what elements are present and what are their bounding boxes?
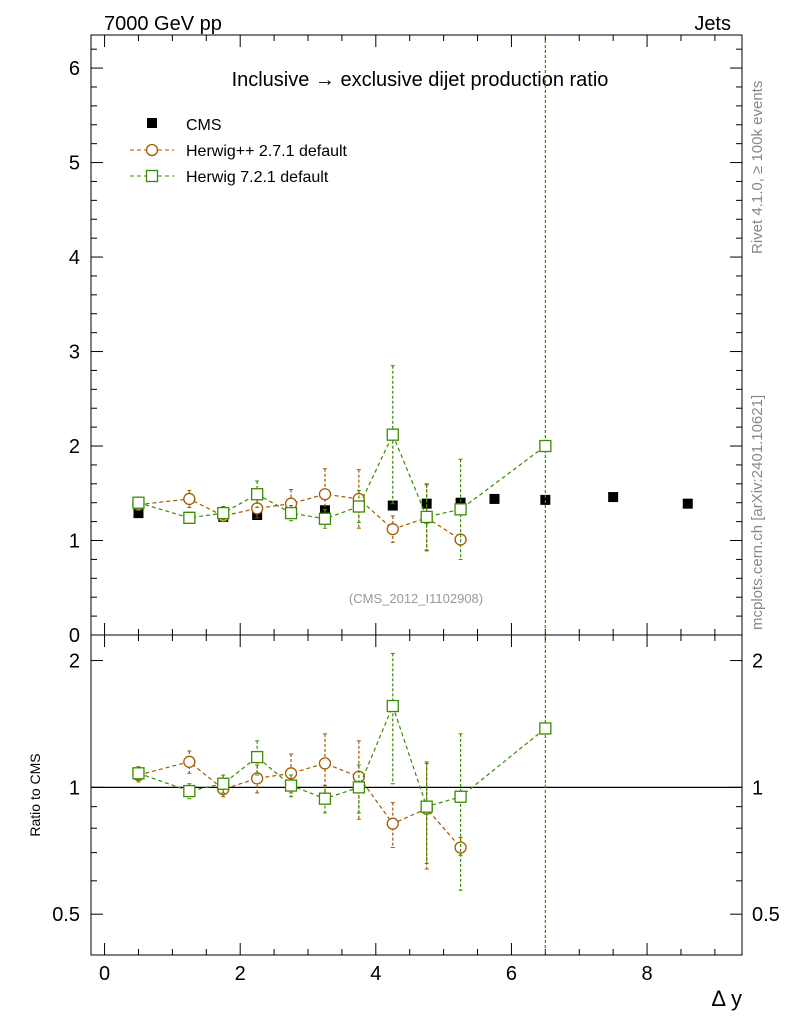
- herwig7-ratio-line: [138, 704, 546, 808]
- x-tick-label: 6: [506, 963, 517, 985]
- herwigpp-ratio-point: [454, 841, 467, 854]
- ratio-frame: [90, 634, 743, 956]
- herwig7-main-point: [250, 488, 264, 501]
- x-tick-label: 2: [235, 963, 246, 985]
- herwig7-ratio-point: [539, 722, 552, 735]
- herwig7-ratio-point: [183, 784, 196, 798]
- herwig7-main-point: [386, 428, 399, 441]
- herwig7-main-line: [138, 433, 546, 520]
- herwig7-main-point: [454, 503, 467, 516]
- main-y-tick-label: 1: [69, 531, 80, 553]
- cms-main-point: [489, 493, 500, 504]
- x-axis-label: Δ y: [711, 986, 742, 1011]
- main-y-axis: 0 1 2 3 4 5 6: [69, 48, 742, 647]
- herwig7-main-point: [132, 496, 145, 509]
- ratio-y-axis: 0.5 0.5 1 1 2 2: [52, 651, 780, 956]
- herwigpp-ratio-point: [284, 767, 298, 780]
- herwig7-ratio-point: [250, 750, 264, 764]
- herwig7-main-point: [217, 506, 230, 520]
- herwigpp-ratio-point: [386, 817, 399, 830]
- main-y-tick-label: 5: [69, 153, 80, 175]
- main-y-tick-label: 0: [69, 625, 80, 647]
- legend-herwig7-marker: [145, 169, 159, 183]
- main-title: Inclusive → exclusive dijet production r…: [232, 69, 609, 91]
- header-left: 7000 GeV pp: [104, 13, 222, 35]
- legend-herwig7-label: Herwig 7.2.1 default: [186, 169, 329, 186]
- herwig7-ratio-point: [284, 779, 298, 792]
- ratio-y-tick-label-left: 1: [69, 777, 80, 799]
- herwig7-ratio-point: [386, 699, 399, 713]
- herwigpp-ratio-line: [138, 761, 462, 848]
- main-y-tick-label: 4: [69, 247, 80, 269]
- analysis-watermark: (CMS_2012_I1102908): [349, 591, 483, 606]
- ratio-y-tick-label-right: 0.5: [752, 904, 780, 926]
- ratio-y-tick-label-right: 1: [752, 777, 763, 799]
- main-data: [132, 35, 693, 635]
- herwig7-main-point: [284, 506, 298, 520]
- legend-herwigpp-marker: [145, 143, 159, 157]
- cms-main-point: [387, 500, 398, 511]
- herwig7-main-point: [183, 511, 196, 524]
- ratio-x-axis: 0 2 4 6 8: [99, 635, 716, 985]
- herwigpp-main-point: [318, 488, 332, 501]
- cms-main-point: [682, 498, 693, 509]
- herwig7-main-point: [318, 512, 332, 525]
- legend: CMS Herwig++ 2.7.1 default Herwig 7.2.1 …: [130, 117, 348, 186]
- main-x-ticks: [104, 35, 716, 635]
- ratio-panel: 0.5 0.5 1 1 2 2 0 2 4 6 8 Ratio to CMS Δ y: [27, 634, 780, 1011]
- x-tick-label: 0: [99, 963, 110, 985]
- x-tick-label: 8: [642, 963, 653, 985]
- herwig7-ratio-point: [352, 781, 366, 794]
- cms-main-point: [540, 494, 551, 505]
- header-right: Jets: [694, 13, 731, 35]
- main-y-tick-label: 6: [69, 58, 80, 80]
- herwigpp-ratio-point: [318, 757, 332, 770]
- ratio-ylabel: Ratio to CMS: [27, 753, 43, 836]
- main-y-tick-label: 2: [69, 436, 80, 458]
- herwig7-ratio-point: [420, 800, 433, 813]
- herwig7-main-point: [352, 500, 366, 513]
- ratio-y-tick-label-left: 0.5: [52, 904, 80, 926]
- cms-main-point: [608, 492, 619, 503]
- legend-cms-label: CMS: [186, 117, 222, 134]
- legend-herwigpp-label: Herwig++ 2.7.1 default: [186, 143, 348, 160]
- herwigpp-main-point: [386, 523, 399, 536]
- cms-main-point: [133, 508, 144, 519]
- herwig7-main-point: [420, 510, 433, 524]
- herwigpp-main-line: [138, 493, 461, 541]
- herwig7-ratio-point: [132, 767, 145, 780]
- herwigpp-main-point: [250, 502, 264, 515]
- ratio-y-tick-label-right: 2: [752, 651, 763, 673]
- herwig7-ratio-point: [217, 777, 230, 790]
- ratio-y-tick-label-left: 2: [69, 651, 80, 673]
- herwig7-main-point: [539, 439, 552, 453]
- main-y-tick-label: 3: [69, 342, 80, 364]
- herwigpp-ratio-point: [183, 755, 196, 768]
- herwig7-ratio-point: [454, 790, 467, 803]
- herwigpp-main-point: [183, 492, 196, 506]
- x-tick-label: 4: [370, 963, 381, 985]
- legend-cms-marker: [147, 118, 157, 128]
- ratio-data: [132, 635, 552, 955]
- mcplots-label: mcplots.cern.ch [arXiv:2401.10621]: [749, 395, 766, 630]
- herwig7-ratio-point: [318, 792, 332, 805]
- main-panel: 0 1 2 3 4 5 6 Inclusive → exclusive dijet prod…: [69, 34, 743, 647]
- cms-main-point: [421, 498, 432, 509]
- rivet-label: Rivet 4.1.0, ≥ 100k events: [749, 81, 766, 254]
- cms-main-point: [455, 497, 466, 508]
